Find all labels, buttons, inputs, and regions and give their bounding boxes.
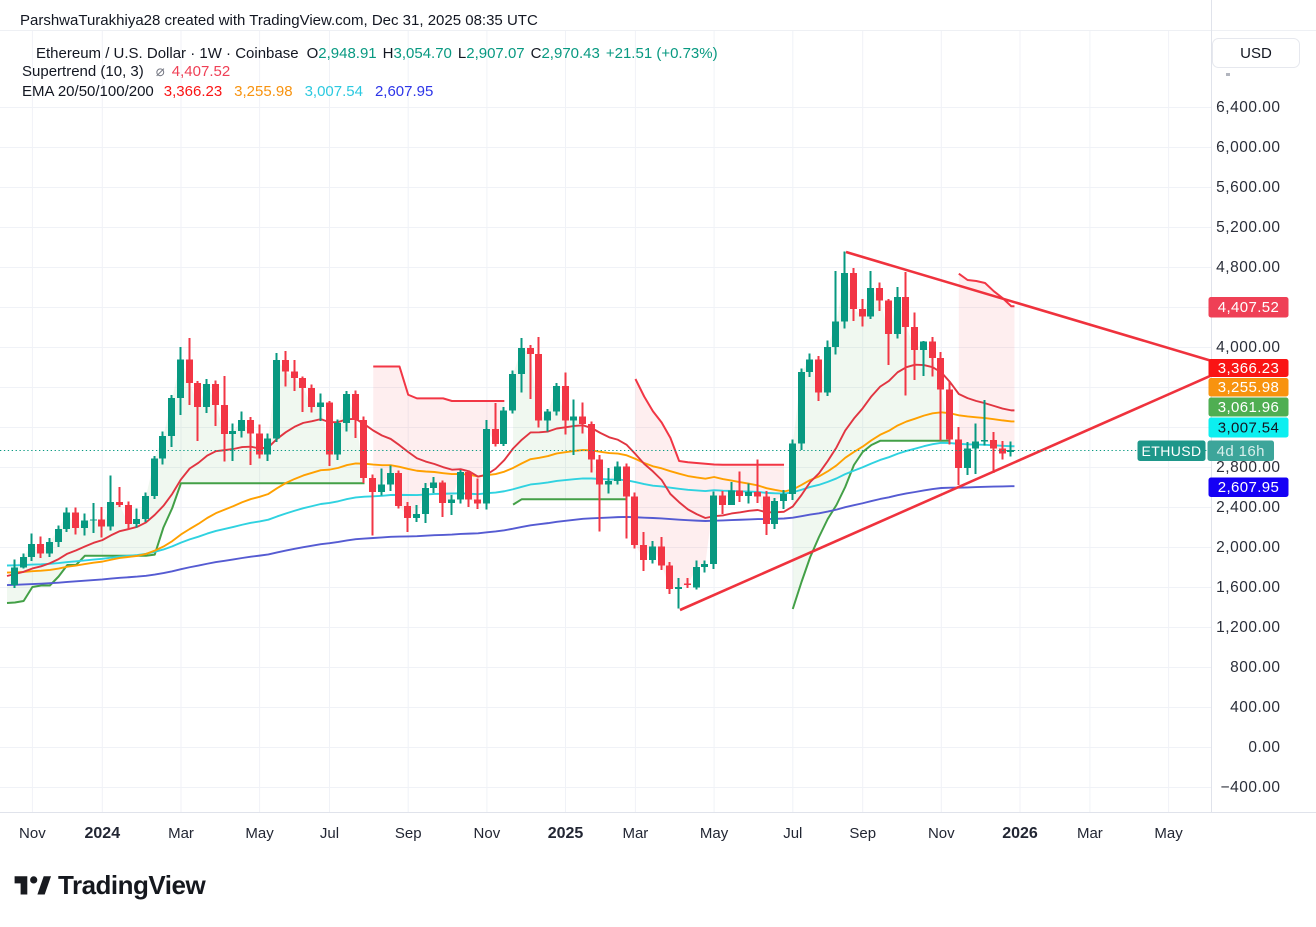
- svg-text:3,366.23: 3,366.23: [1218, 360, 1280, 377]
- svg-text:4,407.52: 4,407.52: [1218, 299, 1280, 316]
- svg-text:1,600.00: 1,600.00: [1216, 579, 1280, 596]
- svg-text:Sep: Sep: [849, 825, 876, 842]
- svg-text:USD: USD: [1240, 45, 1272, 62]
- svg-text:3,255.98: 3,255.98: [1218, 379, 1280, 396]
- svg-text:5,200.00: 5,200.00: [1216, 219, 1280, 236]
- svg-text:May: May: [245, 825, 274, 842]
- svg-text:Nov: Nov: [19, 825, 46, 842]
- svg-text:2026: 2026: [1002, 825, 1038, 842]
- svg-text:4,000.00: 4,000.00: [1216, 339, 1280, 356]
- svg-text:Mar: Mar: [622, 825, 648, 842]
- svg-text:4d 16h: 4d 16h: [1217, 443, 1265, 460]
- svg-text:−400.00: −400.00: [1221, 779, 1281, 796]
- svg-text:1,200.00: 1,200.00: [1216, 619, 1280, 636]
- svg-text:2,400.00: 2,400.00: [1216, 499, 1280, 516]
- svg-text:Mar: Mar: [168, 825, 194, 842]
- svg-text:4,800.00: 4,800.00: [1216, 259, 1280, 276]
- svg-text:0.00: 0.00: [1248, 739, 1280, 756]
- svg-text:ParshwaTurakhiya28 created wit: ParshwaTurakhiya28 created with TradingV…: [20, 12, 538, 29]
- svg-text:6,000.00: 6,000.00: [1216, 139, 1280, 156]
- svg-text:Nov: Nov: [928, 825, 955, 842]
- svg-text:Sep: Sep: [395, 825, 422, 842]
- svg-text:Jul: Jul: [783, 825, 802, 842]
- svg-text:Nov: Nov: [474, 825, 501, 842]
- svg-text:2025: 2025: [548, 825, 584, 842]
- svg-text:May: May: [700, 825, 729, 842]
- svg-text:2024: 2024: [85, 825, 121, 842]
- svg-text:2,607.95: 2,607.95: [1218, 479, 1280, 496]
- svg-text:Mar: Mar: [1077, 825, 1103, 842]
- svg-text:3,007.54: 3,007.54: [1218, 420, 1280, 437]
- svg-text:Supertrend (10, 3)⌀4,407.52: Supertrend (10, 3) ⌀ 4,407.52: [22, 63, 230, 80]
- svg-text:6,400.00: 6,400.00: [1216, 99, 1280, 116]
- svg-text:May: May: [1154, 825, 1183, 842]
- svg-text:400.00: 400.00: [1230, 699, 1280, 716]
- svg-text:2,800.00: 2,800.00: [1216, 459, 1280, 476]
- svg-text:ETHUSD: ETHUSD: [1142, 443, 1202, 459]
- svg-text:800.00: 800.00: [1230, 659, 1280, 676]
- svg-text:Jul: Jul: [320, 825, 339, 842]
- svg-text:3,061.96: 3,061.96: [1218, 399, 1280, 416]
- svg-text:TradingView: TradingView: [58, 870, 206, 900]
- svg-text:5,600.00: 5,600.00: [1216, 179, 1280, 196]
- svg-text:2,000.00: 2,000.00: [1216, 539, 1280, 556]
